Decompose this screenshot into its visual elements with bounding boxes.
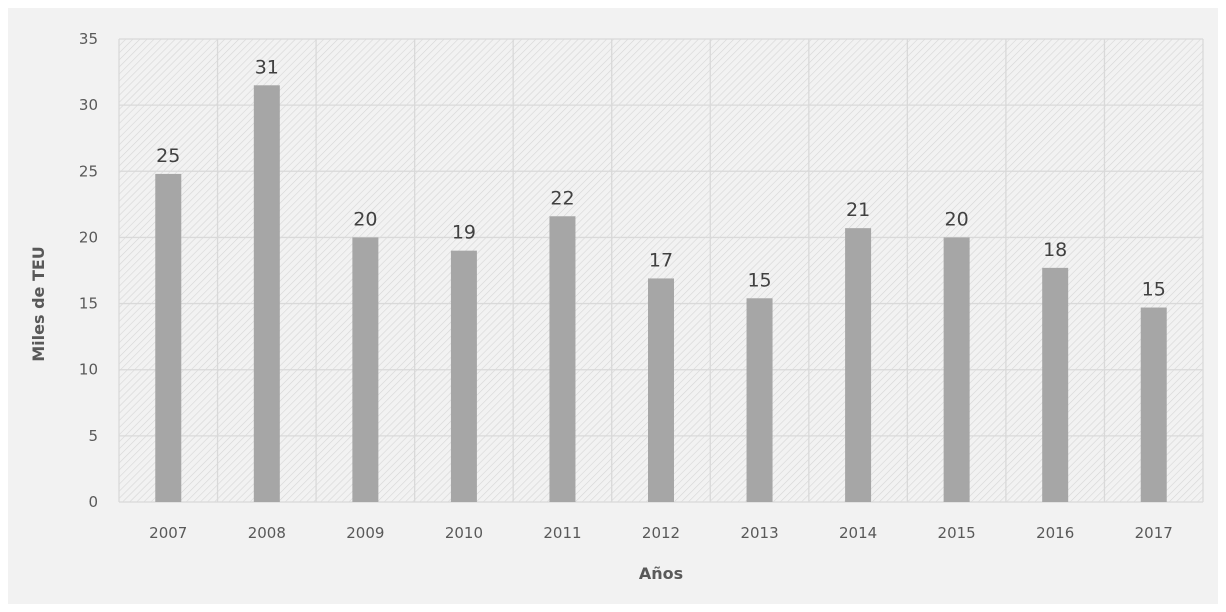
- bar: [352, 237, 379, 502]
- x-tick-label: 2015: [938, 524, 976, 542]
- x-tick-label: 2007: [149, 524, 187, 542]
- data-label: 21: [846, 199, 870, 221]
- bar: [253, 85, 280, 503]
- chart-container: 0 5 10 15 20 25 30 35 25 31 20 19 22 17 15 21 20 18 15 20…: [8, 8, 1218, 604]
- x-tick-label: 2008: [248, 524, 286, 542]
- bar: [155, 173, 182, 502]
- y-axis-ticks: 0 5 10 15 20 25 30 35: [79, 30, 98, 511]
- bar: [943, 237, 970, 502]
- x-tick-label: 2009: [346, 524, 384, 542]
- x-tick-label: 2010: [445, 524, 483, 542]
- bar-chart: 0 5 10 15 20 25 30 35 25 31 20 19 22 17 15 21 20 18 15 20…: [29, 30, 1204, 583]
- bars: [155, 85, 1167, 503]
- y-tick-label: 20: [79, 228, 98, 246]
- x-tick-label: 2012: [642, 524, 680, 542]
- x-axis-ticks: 2007 2008 2009 2010 2011 2012 2013 2014 2015 2016…: [149, 524, 1173, 542]
- data-label: 17: [649, 249, 673, 271]
- data-labels: 25 31 20 19 22 17 15 21 20 18 15: [156, 56, 1166, 300]
- y-tick-label: 0: [88, 493, 98, 511]
- y-tick-label: 35: [79, 30, 98, 48]
- y-tick-label: 15: [79, 295, 98, 313]
- x-tick-label: 2014: [839, 524, 877, 542]
- bar: [549, 216, 576, 502]
- y-tick-label: 30: [79, 96, 98, 114]
- x-tick-label: 2013: [740, 524, 778, 542]
- x-tick-label: 2016: [1036, 524, 1074, 542]
- data-label: 19: [452, 222, 476, 244]
- data-label: 31: [255, 56, 279, 78]
- data-label: 20: [353, 208, 377, 230]
- x-tick-label: 2017: [1135, 524, 1173, 542]
- data-label: 20: [945, 208, 969, 230]
- y-tick-label: 10: [79, 361, 98, 379]
- bar: [1042, 267, 1069, 502]
- data-label: 22: [550, 187, 574, 209]
- y-tick-label: 5: [88, 427, 98, 445]
- data-label: 15: [1142, 279, 1166, 301]
- data-label: 25: [156, 145, 180, 167]
- x-tick-label: 2011: [543, 524, 581, 542]
- y-axis-title: Miles de TEU: [29, 246, 48, 362]
- y-tick-label: 25: [79, 162, 98, 180]
- bar: [746, 298, 773, 502]
- bar: [845, 228, 872, 502]
- x-axis-title: Años: [639, 564, 683, 583]
- bar: [450, 250, 477, 502]
- data-label: 15: [747, 269, 771, 291]
- bar: [648, 278, 674, 502]
- data-label: 18: [1043, 239, 1067, 261]
- bar: [1140, 307, 1167, 502]
